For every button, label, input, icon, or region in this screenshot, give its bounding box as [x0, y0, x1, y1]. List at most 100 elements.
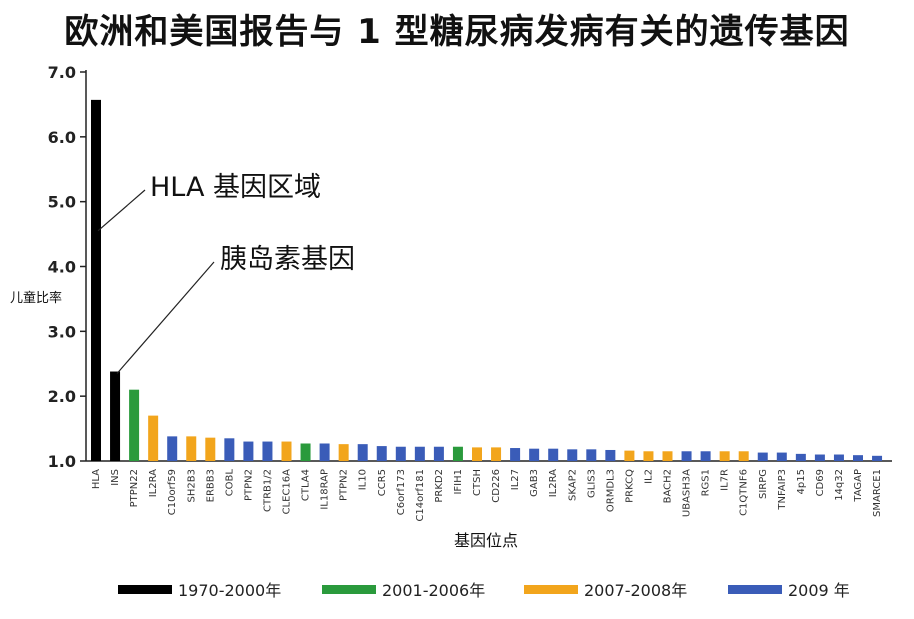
x-tick-label: RGS1	[701, 469, 712, 496]
x-tick-label: IFIH1	[453, 469, 464, 495]
x-tick-label: C6orf173	[396, 469, 407, 515]
y-axis-label: 儿童比率	[10, 290, 62, 306]
bar-ptpn2	[243, 441, 254, 461]
bar-ifih1	[452, 446, 463, 461]
y-tick-label: 4.0	[48, 258, 76, 277]
bar-il2ra	[548, 448, 559, 461]
x-tick-label: SIRPG	[758, 469, 769, 499]
x-tick-label: C10orf59	[167, 469, 178, 515]
x-tick-label: 4p15	[796, 469, 807, 494]
bar-bach2	[662, 451, 673, 461]
bar-ctrb1-2	[262, 441, 273, 461]
x-tick-label: PRKD2	[434, 469, 445, 503]
annotation-leader-line	[97, 189, 146, 232]
annotation-label: HLA 基因区域	[150, 172, 321, 203]
bar-il27	[510, 448, 521, 461]
x-tick-label: TAGAP	[853, 469, 864, 503]
bar-sirpg	[757, 452, 768, 461]
legend-swatch	[322, 585, 376, 594]
bar-glis3	[586, 449, 597, 461]
bar-14q32	[833, 454, 844, 461]
bar-ins	[110, 371, 121, 461]
bar-ubash3a	[681, 451, 692, 461]
bar-erbb3	[205, 437, 216, 461]
bar-il2ra	[148, 415, 159, 461]
legend-label: 2009 年	[788, 581, 850, 600]
x-tick-label: IL2RA	[548, 469, 559, 497]
bar-clec16a	[281, 441, 292, 461]
bar-ptpn22	[129, 389, 140, 461]
annotation-label: 胰岛素基因	[220, 244, 355, 275]
y-tick-label: 6.0	[48, 128, 76, 147]
legend-swatch	[118, 585, 172, 594]
y-tick-label: 1.0	[48, 452, 76, 471]
x-tick-label: CTLA4	[301, 469, 312, 501]
x-tick-label: TNFAIP3	[777, 469, 788, 511]
x-tick-label: SMARCE1	[872, 469, 883, 517]
bar-smarce1	[872, 455, 883, 461]
bar-ptpn2	[338, 444, 349, 461]
x-tick-label: IL7R	[720, 469, 731, 491]
bar-hla	[91, 99, 101, 462]
legend-label: 2007-2008年	[584, 581, 687, 600]
x-tick-label: ORMDL3	[605, 469, 616, 512]
legend-swatch	[728, 585, 782, 594]
bar-cd226	[491, 447, 502, 461]
bar-rgs1	[700, 451, 711, 461]
x-tick-label: SKAP2	[567, 469, 578, 501]
bar-c6orf173	[395, 446, 406, 461]
x-tick-label: PTPN22	[129, 469, 140, 507]
chart-title: 欧洲和美国报告与 1 型糖尿病发病有关的遗传基因	[64, 12, 850, 52]
x-tick-label: CLEC16A	[282, 469, 293, 515]
bar-4p15	[795, 453, 806, 461]
bar-c14orf181	[414, 446, 425, 461]
legend-label: 2001-2006年	[382, 581, 485, 600]
x-axis-label: 基因位点	[454, 531, 518, 550]
bar-il2	[643, 451, 654, 461]
x-tick-label: CD226	[491, 469, 502, 503]
x-tick-label: GAB3	[529, 469, 540, 497]
bar-ormdl3	[605, 449, 616, 461]
labels-layer: HLA INS PTPN22 IL2RA C10orf59 SH2B3 ERBB3 COBL P…	[91, 469, 883, 522]
x-tick-label: PRKCQ	[624, 469, 635, 503]
x-tick-label: INS	[110, 469, 121, 486]
x-tick-label: CCR5	[377, 469, 388, 496]
bar-cd69	[814, 454, 825, 461]
x-tick-label: C14orf181	[415, 469, 426, 522]
x-tick-label: CD69	[815, 469, 826, 496]
x-tick-label: COBL	[224, 469, 235, 497]
bar-cobl	[224, 438, 235, 461]
bar-c10orf59	[167, 436, 178, 461]
bar-ccr5	[376, 446, 387, 461]
bar-il18rap	[319, 443, 330, 461]
annotation-leader-line	[116, 261, 215, 374]
x-tick-label: IL2	[643, 469, 654, 484]
y-tick-label: 5.0	[48, 193, 76, 212]
bar-prkcq	[624, 450, 635, 461]
bar-ctla4	[300, 443, 311, 461]
x-tick-label: C1QTNF6	[739, 469, 750, 516]
x-tick-label: PTPN2	[339, 469, 350, 501]
x-tick-label: CTSH	[472, 469, 483, 496]
bar-c1qtnf6	[738, 451, 749, 461]
x-tick-label: IL10	[358, 469, 369, 490]
bar-prkd2	[433, 446, 444, 461]
bar-skap2	[567, 449, 578, 461]
y-tick-label: 7.0	[48, 63, 76, 82]
x-tick-label: HLA	[91, 469, 102, 489]
x-tick-label: UBASH3A	[682, 469, 693, 517]
x-tick-label: IL2RA	[148, 469, 159, 497]
bars-layer	[91, 99, 883, 462]
y-tick-label: 3.0	[48, 322, 76, 341]
x-tick-label: IL18RAP	[320, 469, 331, 510]
bar-sh2b3	[186, 436, 197, 461]
x-tick-label: SH2B3	[186, 469, 197, 502]
x-tick-label: PTPN2	[243, 469, 254, 501]
bar-tagap	[853, 455, 863, 461]
bar-il10	[357, 444, 368, 461]
x-tick-label: IL27	[510, 469, 521, 490]
